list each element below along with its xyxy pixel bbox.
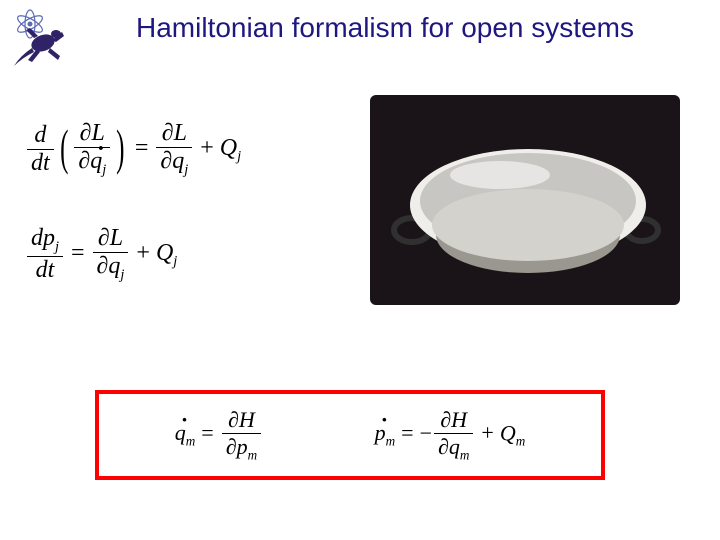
pan-illustration bbox=[370, 95, 680, 305]
page-title: Hamiltonian formalism for open systems bbox=[90, 10, 680, 45]
lizard-icon bbox=[14, 28, 64, 66]
hamilton-p-equation: pm=− ∂H ∂qm +Qm bbox=[375, 407, 526, 463]
euler-lagrange-equation: d dt ( ∂L ∂qj )= ∂L ∂qj +Qj bbox=[25, 120, 241, 179]
momentum-equation: dpj dt = ∂L ∂qj +Qj bbox=[25, 225, 177, 284]
logo-icon bbox=[8, 8, 76, 70]
hamilton-equations-box: qm= ∂H ∂pm pm=− ∂H ∂qm +Qm bbox=[95, 390, 605, 480]
hamilton-q-equation: qm= ∂H ∂pm bbox=[175, 407, 263, 463]
